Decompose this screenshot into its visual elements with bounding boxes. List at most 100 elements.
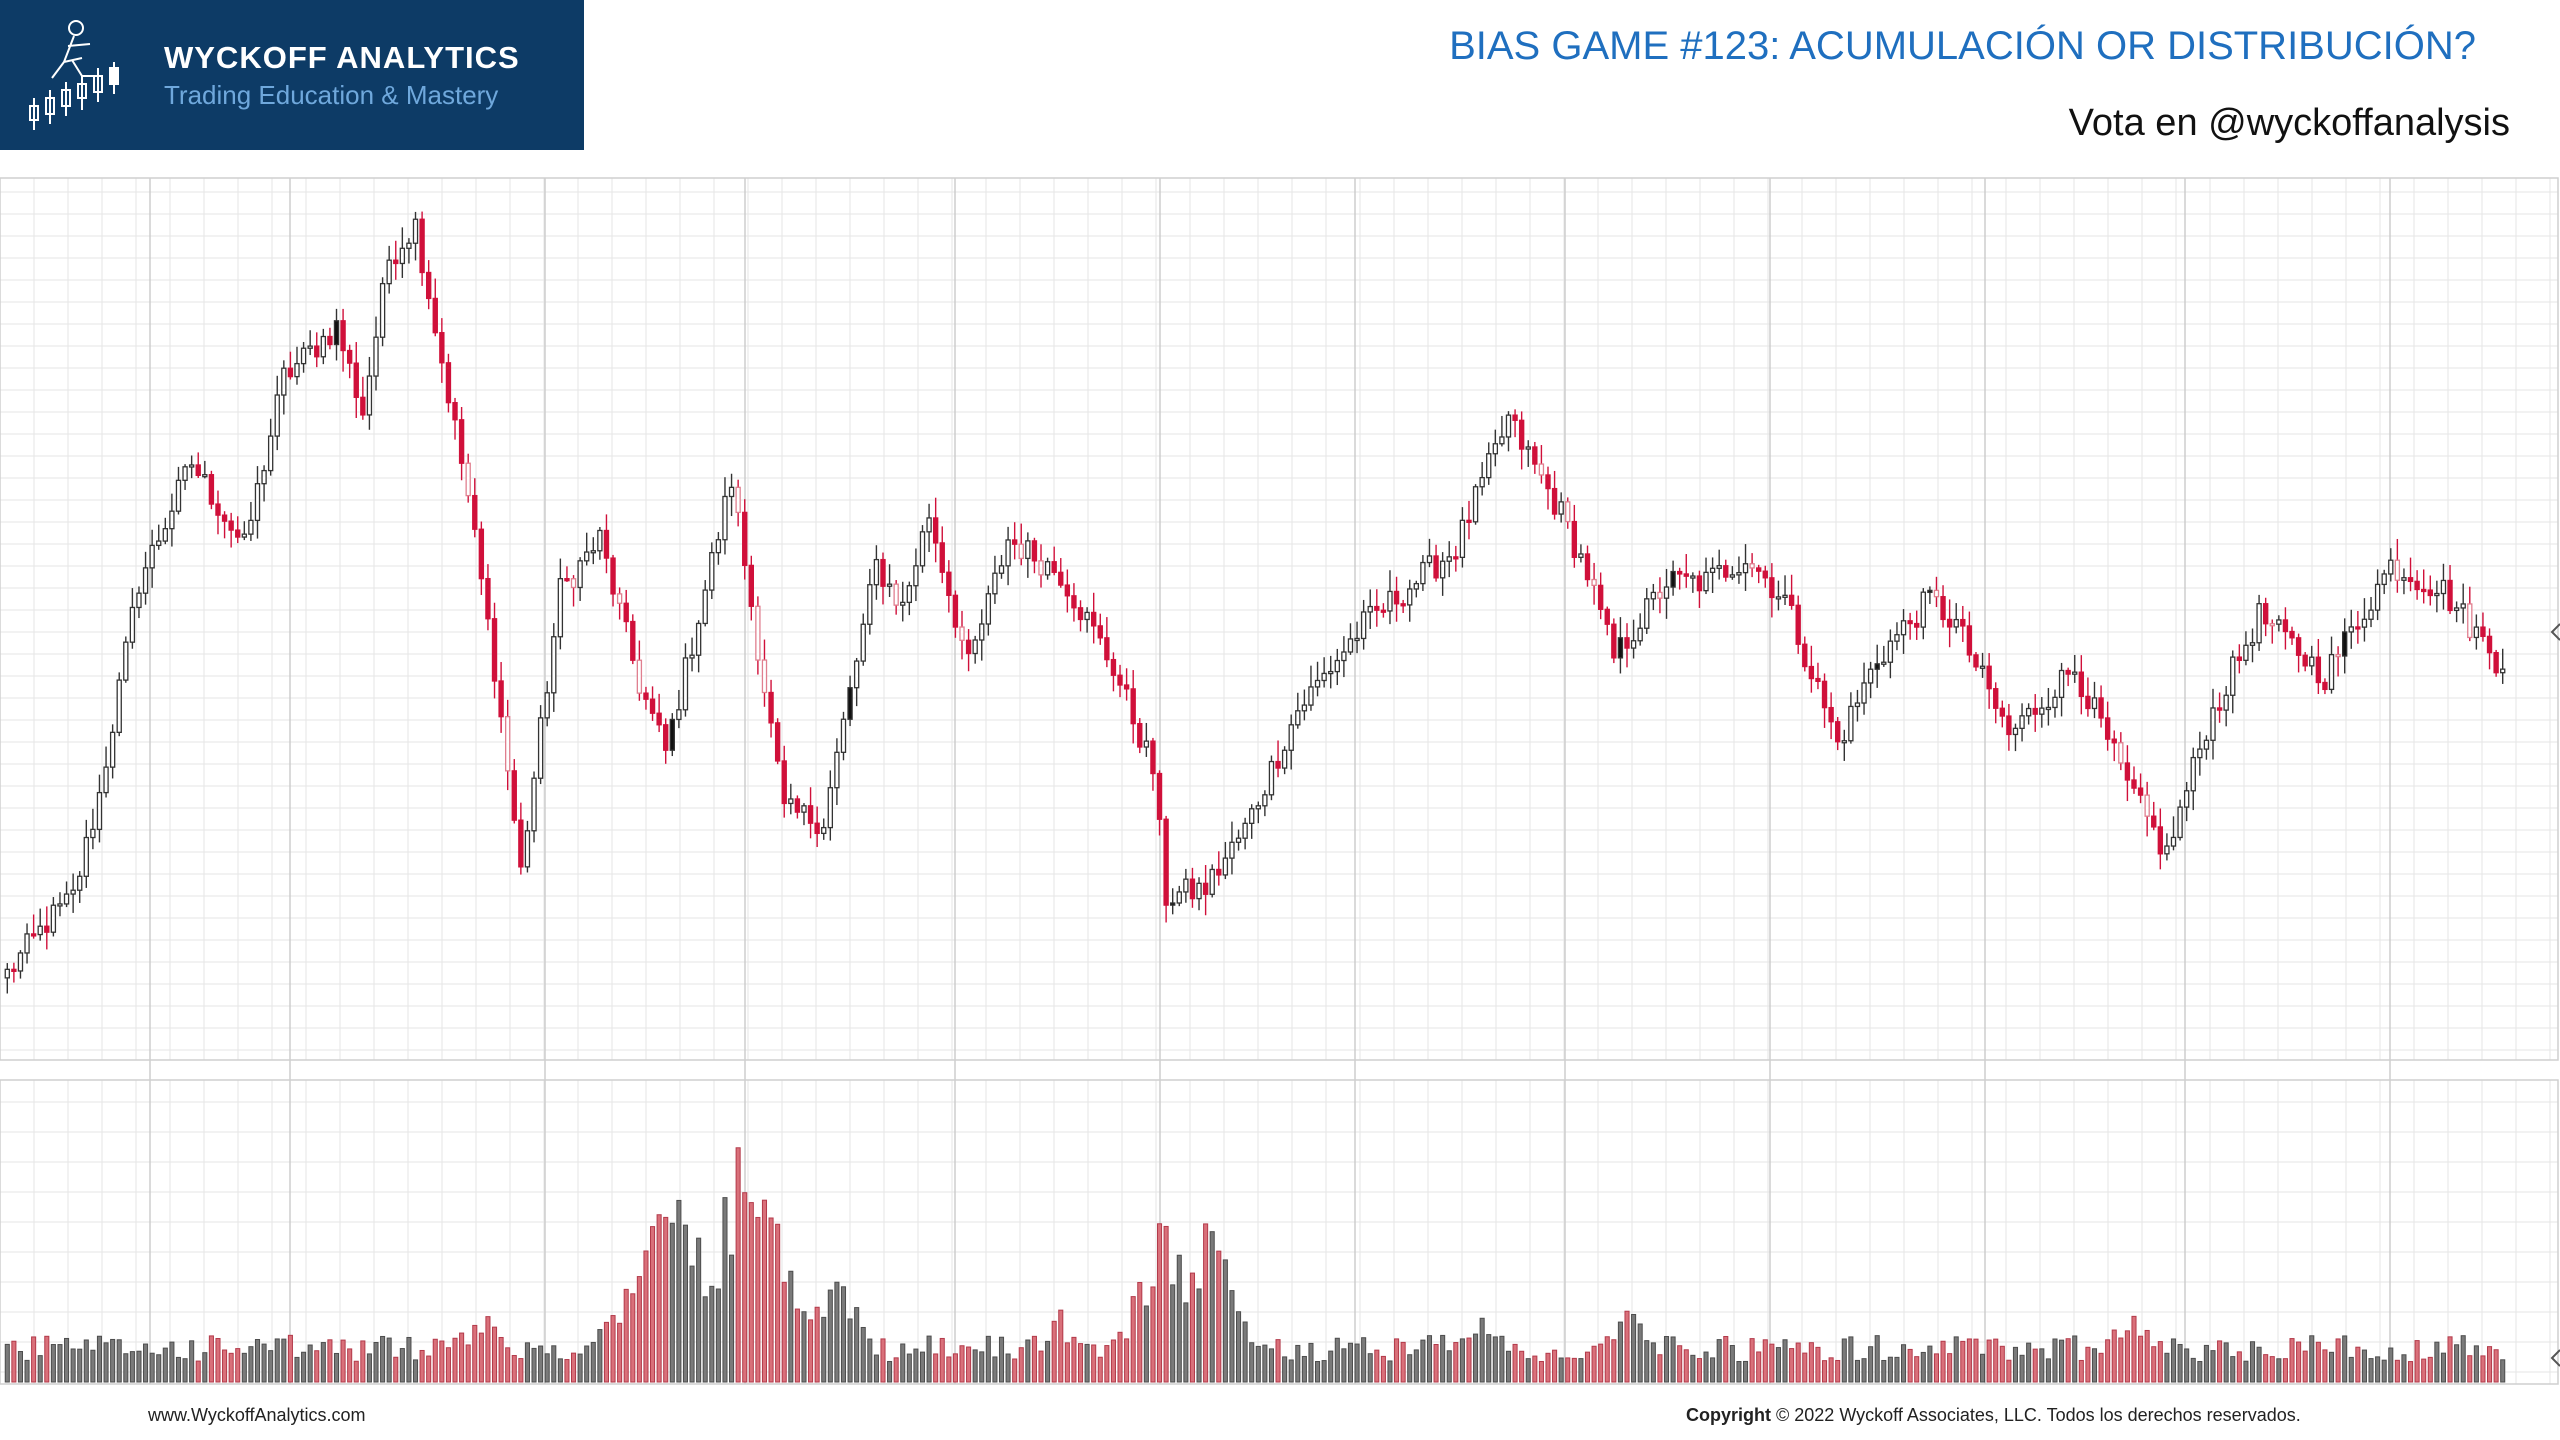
candle-body [952,594,959,628]
candle-body [1446,556,1452,562]
volume-bar [2480,1355,2486,1383]
volume-bar [1104,1345,1110,1383]
volume-bar [1163,1225,1169,1383]
volume-bar [1558,1357,1564,1383]
candle [860,613,866,666]
volume-bar [366,1353,372,1383]
candle-body [1104,637,1110,661]
candle-body [1532,446,1538,465]
candle-body [2361,618,2368,628]
candle-body [248,519,254,535]
candle [2072,654,2078,683]
candle [2124,745,2131,802]
candle [1597,572,1604,620]
price-panel-frame [0,177,2559,1061]
volume-bar [1420,1339,1426,1383]
candle [2282,607,2289,650]
volume-bar [90,1349,96,1383]
volume-bar [854,1307,860,1383]
candle [360,376,366,420]
candle [551,623,557,712]
copyright-notice: Copyright © 2022 Wyckoff Associates, LLC… [1686,1405,2301,1426]
volume-bar [1413,1349,1419,1383]
volume-bar [1584,1351,1591,1383]
candle [557,558,564,650]
candle-body [1841,740,1847,744]
candle [116,672,122,737]
candle-body [2058,669,2065,699]
volume-bar [2098,1352,2104,1383]
volume-bar [103,1342,109,1383]
volume-bar [959,1345,965,1383]
candle [1742,544,1749,591]
candle [1189,867,1196,908]
volume-bar [676,1199,682,1383]
candle-body [452,401,458,421]
candle-body [827,787,834,829]
candle [478,521,485,595]
candle [1769,563,1775,618]
candle [1216,851,1222,886]
candle [2019,703,2025,742]
candle-body [1953,618,1959,628]
candle [1867,661,1874,699]
candle [1696,570,1703,608]
candle [1538,445,1545,484]
candle-body [458,419,465,464]
candle-body [2091,697,2098,710]
volume-bar [1012,1358,1018,1383]
candle-body [584,551,590,562]
candle [2348,609,2354,649]
volume-bar [1334,1337,1340,1383]
candle-body [485,577,491,620]
candle [1966,611,1973,663]
candle-body [1874,663,1880,670]
candle-body [406,242,412,249]
volume-bar [498,1336,504,1383]
volume-bar [1663,1336,1670,1383]
candle-body [24,933,30,954]
candle [807,787,814,839]
candle [1802,636,1808,672]
candle [2262,597,2269,637]
candle-body [1011,539,1018,545]
candle-body [1657,591,1663,599]
candle-body [1380,609,1387,613]
volume-bar [1156,1223,1163,1383]
volume-bar [2276,1358,2282,1383]
candle [965,629,972,672]
volume-bar [2414,1340,2420,1383]
candle [1123,668,1130,701]
volume-bar [1071,1336,1077,1383]
volume-bar [742,1192,748,1383]
candle [2045,687,2052,726]
candle-body [1202,882,1209,895]
volume-bar [1394,1338,1400,1383]
website-link[interactable]: www.WyckoffAnalytics.com [148,1405,366,1425]
candle-body [2500,668,2506,674]
candle-body [781,760,787,805]
candle-body [1584,553,1591,581]
volume-bar [1321,1360,1327,1383]
candle [643,686,649,710]
volume-bar [590,1341,596,1383]
candle-body [774,722,781,762]
candle-body [2131,779,2137,789]
candle-body [1071,595,1077,609]
candle-body [1453,556,1459,560]
candle [129,588,136,649]
candle-body [333,320,340,346]
candle-body [2269,623,2275,627]
volume-bar [1380,1355,1386,1383]
candle [1235,829,1242,851]
candle-body [873,558,880,586]
volume-bar [1749,1338,1755,1383]
candle [1137,718,1143,754]
candle-body [1492,443,1499,455]
candle-body [768,691,774,724]
volume-bar [768,1217,774,1383]
candle [2328,636,2335,694]
volume-bar [1143,1305,1149,1383]
candle-body [2289,630,2295,639]
volume-bar [788,1270,794,1383]
